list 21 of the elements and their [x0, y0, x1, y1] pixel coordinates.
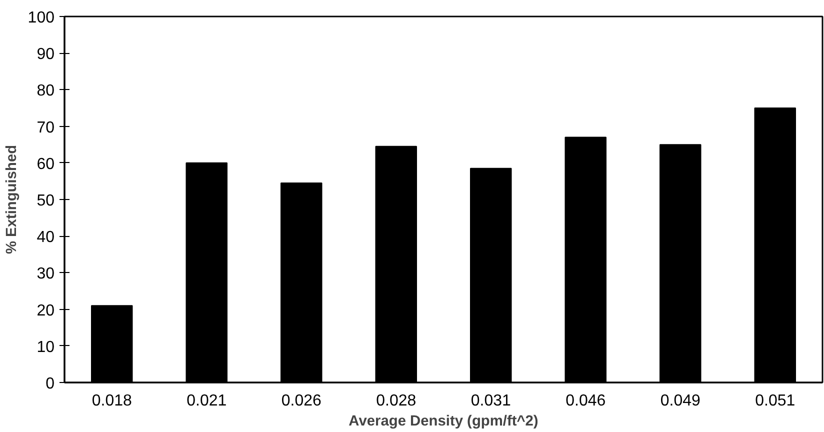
x-tick-label: 0.031 — [470, 392, 511, 410]
x-tick-label: 0.028 — [376, 392, 416, 410]
x-tick-label: 0.026 — [281, 392, 322, 410]
y-tick-label: 40 — [36, 229, 55, 246]
x-tick-label: 0.051 — [755, 392, 796, 410]
y-axis-title: % Extinguished — [4, 144, 20, 254]
y-tick-label: 20 — [36, 302, 55, 320]
y-tick-label: 90 — [36, 46, 55, 64]
y-tick-label: 100 — [28, 10, 55, 26]
y-tick-label: 60 — [36, 156, 55, 173]
y-tick-label: 80 — [36, 82, 55, 100]
x-tick-label: 0.021 — [186, 392, 227, 410]
x-axis-title: Average Density (gpm/ft^2) — [348, 414, 538, 430]
y-tick-label: 0 — [46, 376, 55, 392]
x-tick-label: 0.049 — [660, 392, 700, 410]
y-tick-label: 50 — [36, 192, 55, 210]
x-tick-label: 0.046 — [566, 392, 606, 410]
y-tick-label: 10 — [36, 338, 55, 356]
y-tick-label: 70 — [36, 119, 55, 136]
x-tick-label: 0.018 — [92, 392, 132, 410]
y-tick-label: 30 — [36, 266, 55, 283]
